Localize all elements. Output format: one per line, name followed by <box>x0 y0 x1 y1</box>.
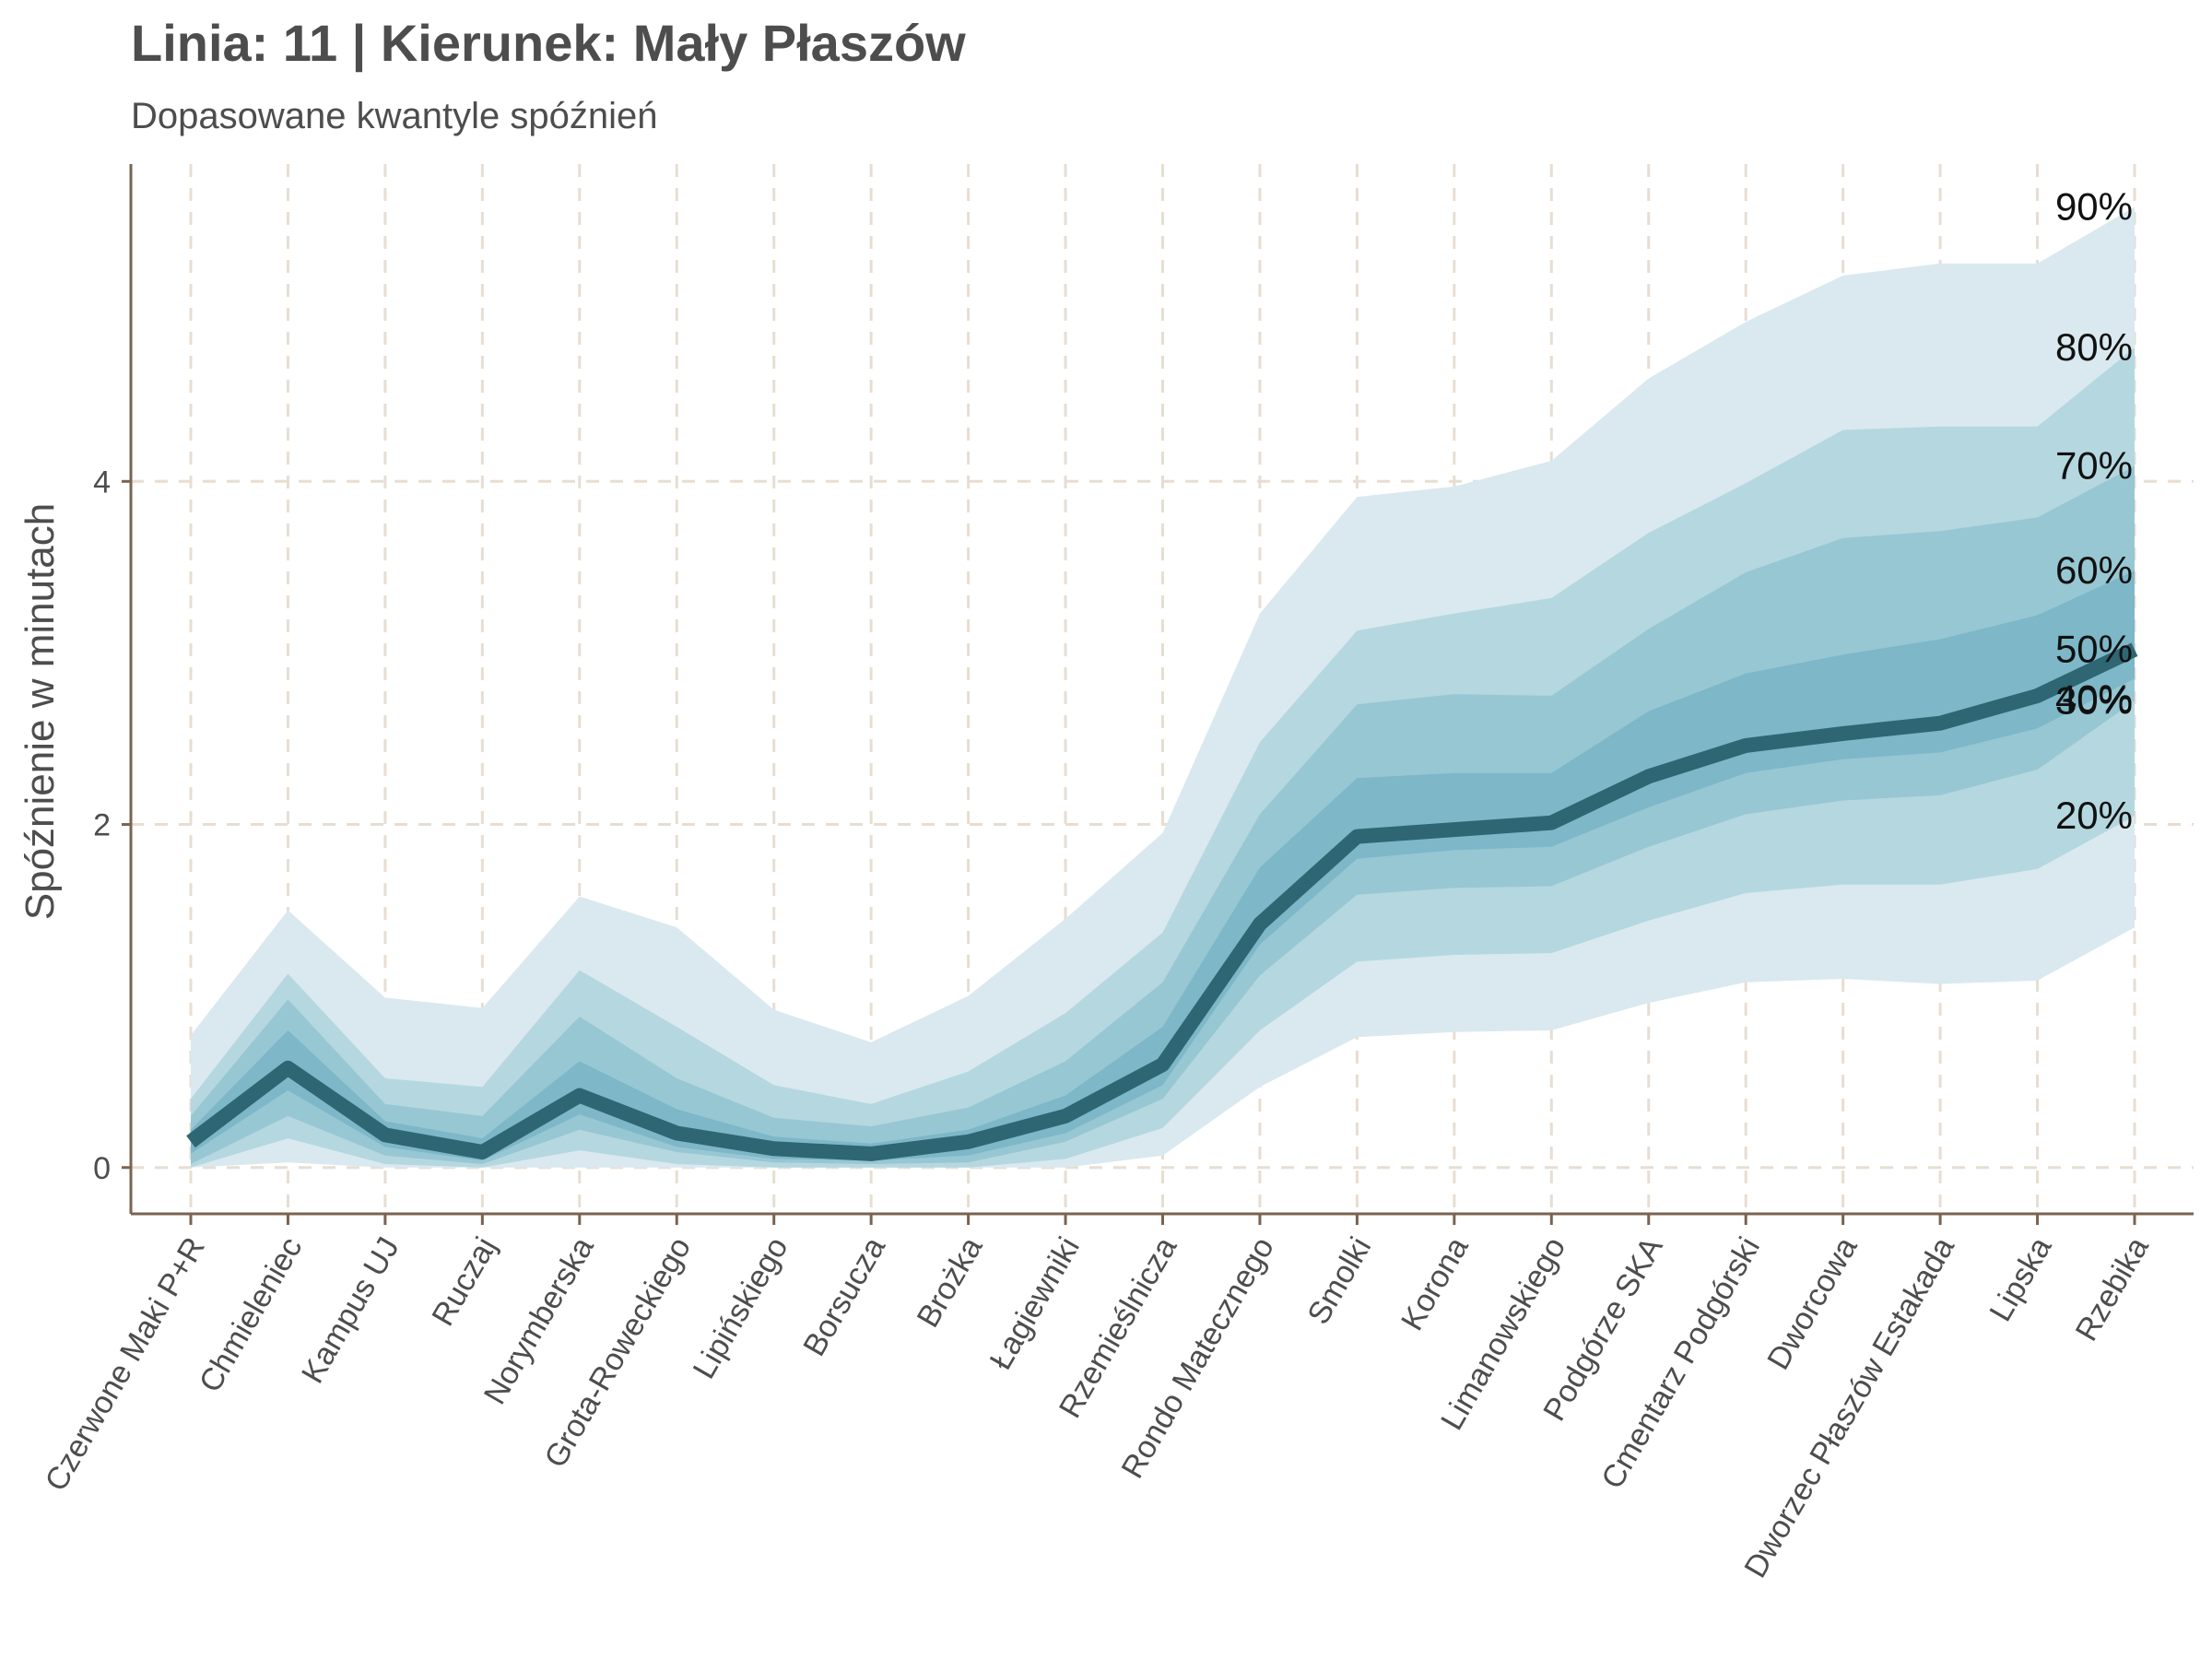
quantile-label: 90% <box>2055 185 2133 229</box>
median-line <box>186 642 2138 1161</box>
quantile-label: 50% <box>2055 628 2133 671</box>
x-tick-label: Rzebika <box>2069 1231 2156 1347</box>
quantile-label: 40% <box>2055 677 2133 721</box>
chart-title: Linia: 11 | Kierunek: Mały Płaszów <box>131 14 966 72</box>
y-axis-title: Spóźnienie w minutach <box>18 503 63 920</box>
quantile-bands <box>191 206 2135 1168</box>
y-tick-label: 4 <box>93 465 111 500</box>
y-ticks: 0 2 4 <box>93 465 131 1186</box>
x-tick-label: Chmieleniec <box>193 1231 309 1398</box>
x-tick-label: Dworcowa <box>1760 1231 1864 1376</box>
quantile-label: 60% <box>2055 548 2133 592</box>
quantile-label: 80% <box>2055 325 2133 369</box>
quantile-band-3 <box>191 465 2135 1165</box>
chart-subtitle: Dopasowane kwantyle spóźnień <box>131 96 658 136</box>
x-tick-label: Kampus UJ <box>295 1231 406 1389</box>
x-tick-label: Ruczaj <box>425 1231 503 1332</box>
x-tick-label: Lipińskiego <box>687 1231 795 1384</box>
median-series <box>186 642 2138 1161</box>
x-tick-label: Lipska <box>1983 1231 2058 1327</box>
x-tick-label: Brożka <box>911 1231 990 1334</box>
x-tick-label: Czerwone Maki P+R <box>39 1231 212 1497</box>
y-tick-label: 2 <box>93 808 111 843</box>
quantile-band-4 <box>191 571 2135 1161</box>
quantile-label: 70% <box>2055 444 2133 488</box>
quantile-label: 30% <box>2055 679 2133 723</box>
quantile-band-1 <box>191 206 2135 1168</box>
x-tick-label: Smolki <box>1300 1231 1378 1330</box>
x-tick-label: Korona <box>1394 1231 1476 1336</box>
quantile-labels: 90% 80% 70% 60% 50% 40%30% 20% <box>2055 185 2133 838</box>
x-tick-label: Łagiewniki <box>983 1231 1087 1375</box>
quantile-band-2 <box>191 347 2135 1168</box>
y-tick-label: 0 <box>93 1151 111 1186</box>
x-tick-label: Borsucza <box>796 1231 892 1362</box>
quantile-label: 20% <box>2055 794 2133 837</box>
x-tick-label: Dworzec Płaszów Estakada <box>1737 1231 1961 1583</box>
